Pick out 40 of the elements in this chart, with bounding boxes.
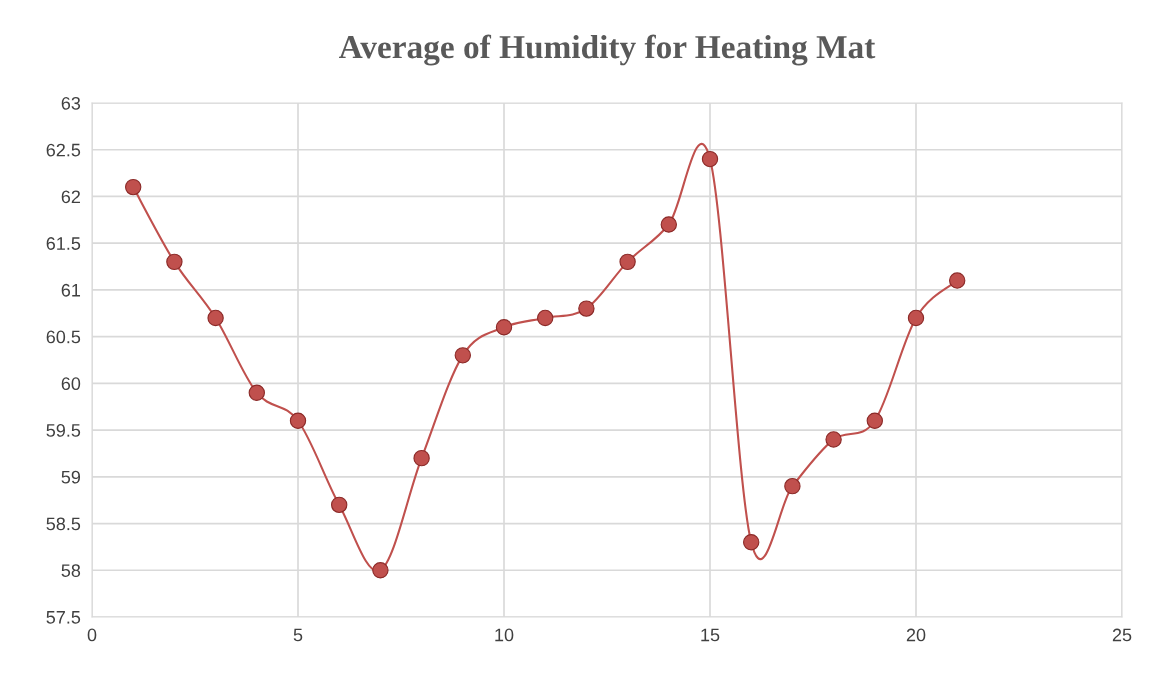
y-tick-label: 60	[61, 377, 81, 391]
y-tick-label: 61.5	[46, 237, 81, 250]
y-tick-label: 59	[61, 470, 81, 484]
point	[372, 562, 389, 579]
y-tick-label: 61	[61, 283, 81, 297]
x-tick-label: 15	[701, 628, 720, 642]
point	[207, 309, 224, 327]
x-tick-label: 10	[495, 628, 514, 642]
point	[619, 253, 636, 271]
point	[784, 477, 801, 495]
chart-title: Average of Humidity for Heating Mat	[339, 34, 876, 66]
y-tick-label: 62.5	[46, 143, 81, 157]
point	[701, 150, 719, 168]
y-tick-label: 58.5	[46, 517, 81, 531]
point	[907, 309, 925, 327]
x-tick-label: 20	[906, 628, 926, 642]
x-tick-label: 25	[1112, 628, 1132, 642]
point	[331, 496, 348, 514]
point	[825, 431, 842, 448]
point	[660, 216, 677, 233]
y-tick-label: 59.5	[46, 424, 81, 437]
y-tick-label: 57.5	[46, 611, 81, 624]
point	[413, 449, 430, 467]
y-tick-label: 58	[61, 564, 81, 577]
y-tick-label: 63	[61, 96, 81, 110]
point	[125, 178, 142, 196]
point	[949, 272, 966, 289]
point	[166, 253, 183, 271]
point	[289, 412, 307, 429]
point	[495, 319, 513, 336]
point	[866, 412, 883, 429]
point	[578, 300, 595, 317]
x-tick-label: 0	[87, 628, 97, 642]
x-tick-label: 5	[293, 628, 303, 642]
point	[454, 347, 471, 364]
point	[743, 534, 760, 551]
point	[537, 309, 554, 327]
y-tick-label: 62	[61, 190, 80, 204]
point	[248, 384, 265, 401]
y-tick-label: 60.5	[46, 330, 81, 344]
